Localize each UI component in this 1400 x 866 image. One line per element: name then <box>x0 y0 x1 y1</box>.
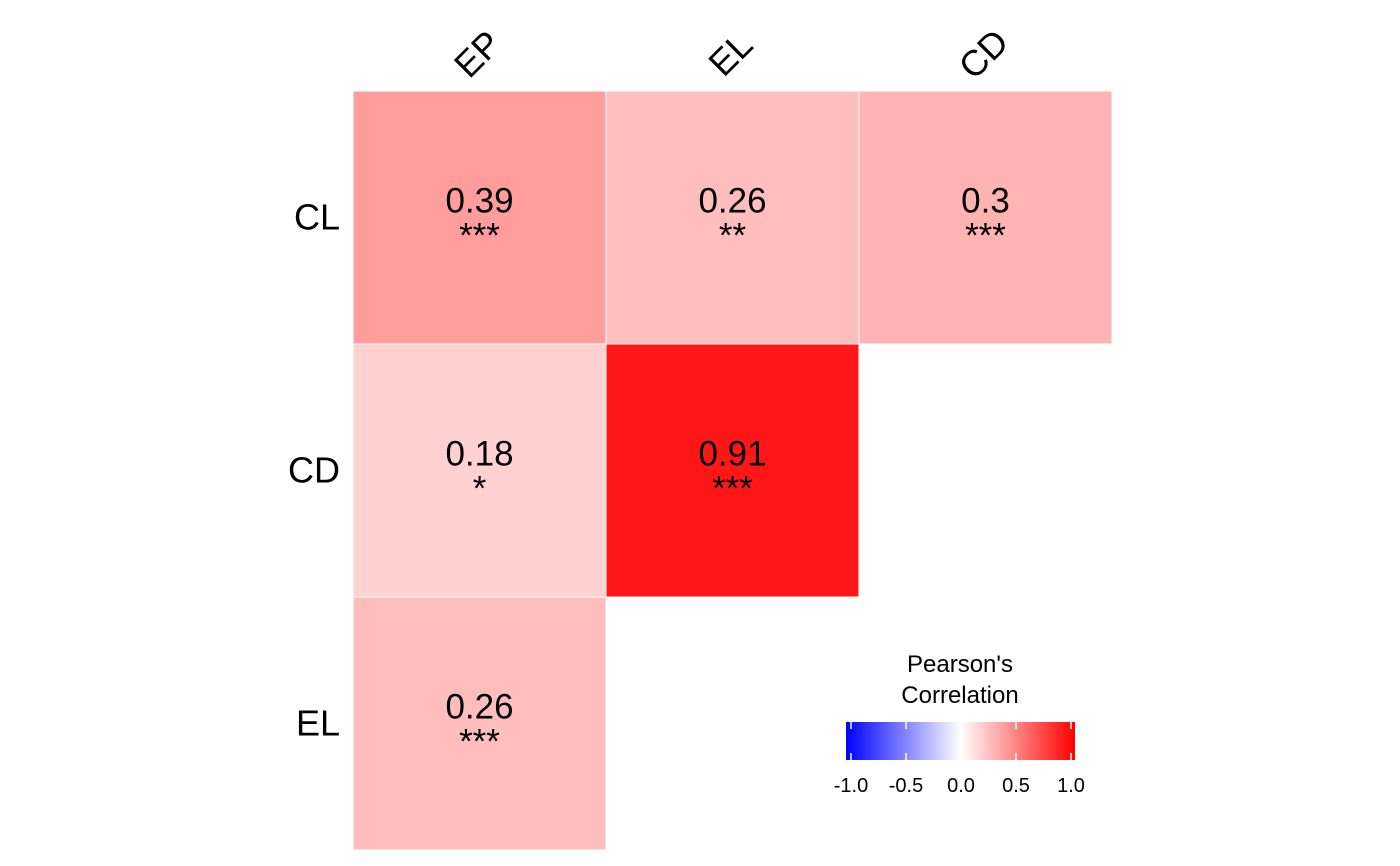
heatmap-cells: 0.39***0.26**0.3***0.18*0.91***0.26*** <box>352 90 1113 851</box>
legend-title-line-1: Pearson's <box>907 651 1013 678</box>
heatmap-cell-fill <box>858 90 1113 345</box>
heatmap-cell-el-ep: 0.26*** <box>352 596 607 851</box>
heatmap-cell-cl-ep: 0.39*** <box>352 90 607 345</box>
column-label-cd: CD <box>951 21 1017 87</box>
cell-value-label: 0.39 <box>445 182 513 221</box>
cell-significance-label: * <box>473 470 487 509</box>
legend-tick-label: 0.5 <box>1002 775 1030 797</box>
heatmap-cell-fill <box>352 596 607 851</box>
cell-value-label: 0.26 <box>698 182 766 221</box>
legend-tick-label: -0.5 <box>889 775 923 797</box>
cell-significance-label: ** <box>719 217 747 256</box>
column-label-el: EL <box>700 24 760 84</box>
legend-tick-label: 1.0 <box>1057 775 1085 797</box>
column-label-ep: EP <box>446 22 509 85</box>
heatmap-cell-fill <box>605 343 860 598</box>
row-labels: CL CD EL <box>288 197 340 744</box>
legend-title-line-2: Correlation <box>901 682 1018 709</box>
heatmap-cell-fill <box>352 343 607 598</box>
cell-value-label: 0.91 <box>698 435 766 474</box>
heatmap-cell-cl-el: 0.26** <box>605 90 860 345</box>
heatmap-cell-cl-cd: 0.3*** <box>858 90 1113 345</box>
cell-significance-label: *** <box>459 217 500 256</box>
cell-significance-label: *** <box>965 217 1006 256</box>
legend-tick-label: 0.0 <box>947 775 975 797</box>
column-labels: EP EL CD <box>446 21 1016 87</box>
row-label-cl: CL <box>294 197 340 238</box>
heatmap-cell-cd-ep: 0.18* <box>352 343 607 598</box>
row-label-cd: CD <box>288 450 340 491</box>
heatmap-cell-fill <box>352 90 607 345</box>
cell-value-label: 0.3 <box>961 182 1010 221</box>
row-label-el: EL <box>296 703 340 744</box>
legend-tick-label: -1.0 <box>834 775 868 797</box>
heatmap-cell-cd-el: 0.91*** <box>605 343 860 598</box>
cell-value-label: 0.26 <box>445 688 513 727</box>
legend-ticks: -1.0 -0.5 0.0 0.5 1.0 <box>834 722 1085 797</box>
cell-value-label: 0.18 <box>445 435 513 474</box>
cell-significance-label: *** <box>712 470 753 509</box>
cell-significance-label: *** <box>459 723 500 762</box>
color-legend: Pearson's Correlation -1.0 -0.5 0.0 0.5 1.0 <box>834 651 1085 797</box>
